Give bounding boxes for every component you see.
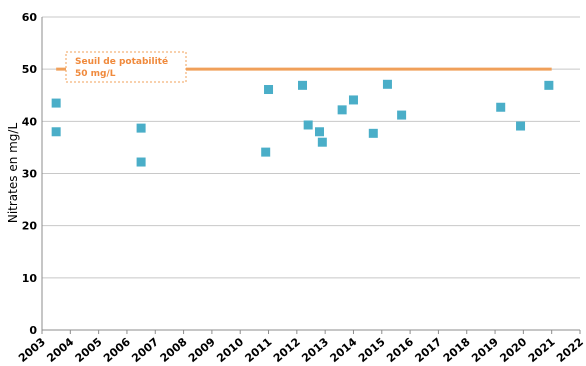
y-tick-label: 50 — [22, 63, 38, 76]
threshold-annotation-box — [65, 51, 187, 83]
x-tick-label: 2012 — [271, 335, 303, 365]
x-tick-label: 2016 — [384, 335, 416, 365]
data-point — [51, 98, 61, 108]
x-tick-labels: 2003200420052006200720082009201020112012… — [16, 335, 586, 365]
data-point — [516, 121, 526, 131]
data-point — [136, 123, 146, 133]
x-tick-label: 2015 — [356, 335, 388, 365]
axes — [41, 17, 581, 334]
x-tick-label: 2017 — [413, 335, 445, 365]
data-point — [544, 80, 554, 90]
data-point — [298, 80, 308, 90]
x-tick-label: 2019 — [469, 335, 501, 365]
x-tick-label: 2005 — [73, 335, 105, 365]
x-tick-label: 2007 — [129, 335, 161, 365]
x-tick-label: 2018 — [441, 335, 473, 365]
x-tick-label: 2020 — [497, 335, 529, 365]
data-point — [136, 157, 146, 167]
x-tick-label: 2010 — [214, 335, 246, 365]
data-points — [51, 79, 554, 167]
threshold-annotation-title: Seuil de potabilité — [75, 56, 168, 67]
data-point — [264, 85, 274, 95]
data-point — [337, 105, 347, 115]
y-tick-labels: 0 10 20 30 40 50 60 — [22, 11, 38, 337]
y-tick-label: 10 — [22, 272, 38, 285]
y-tick-label: 60 — [22, 11, 38, 24]
x-tick-label: 2008 — [158, 335, 190, 365]
data-point — [397, 110, 407, 120]
data-point — [303, 120, 313, 130]
x-tick-label: 2014 — [328, 335, 360, 365]
data-point — [317, 137, 327, 147]
data-point — [496, 102, 506, 112]
data-point — [368, 128, 378, 138]
x-tick-label: 2004 — [44, 335, 76, 365]
x-tick-label: 2003 — [16, 335, 48, 365]
potability-threshold: Seuil de potabilité 50 mg/L — [56, 51, 552, 83]
x-tick-label: 2006 — [101, 335, 133, 365]
x-tick-label: 2021 — [526, 335, 558, 365]
x-tick-label: 2022 — [554, 335, 586, 365]
data-point — [314, 127, 324, 137]
y-axis-label: Nitrates en mg/L — [6, 123, 20, 224]
x-tick-label: 2009 — [186, 335, 218, 365]
y-tick-label: 40 — [22, 115, 38, 128]
threshold-annotation-value: 50 mg/L — [75, 69, 116, 79]
y-tick-label: 0 — [29, 324, 37, 337]
y-tick-label: 20 — [22, 220, 38, 233]
data-point — [348, 95, 358, 105]
x-tick-label: 2013 — [299, 335, 331, 365]
x-tick-label: 2011 — [243, 335, 275, 365]
y-tick-label: 30 — [22, 168, 38, 181]
data-point — [51, 127, 61, 137]
data-point — [261, 147, 271, 157]
data-point — [382, 79, 392, 89]
